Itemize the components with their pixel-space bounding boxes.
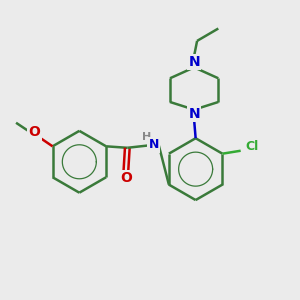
Text: N: N (188, 107, 200, 121)
Text: O: O (120, 171, 132, 185)
Text: N: N (148, 138, 159, 151)
Text: O: O (28, 125, 40, 140)
Text: H: H (142, 132, 152, 142)
Text: Cl: Cl (245, 140, 259, 153)
Text: N: N (188, 55, 200, 69)
